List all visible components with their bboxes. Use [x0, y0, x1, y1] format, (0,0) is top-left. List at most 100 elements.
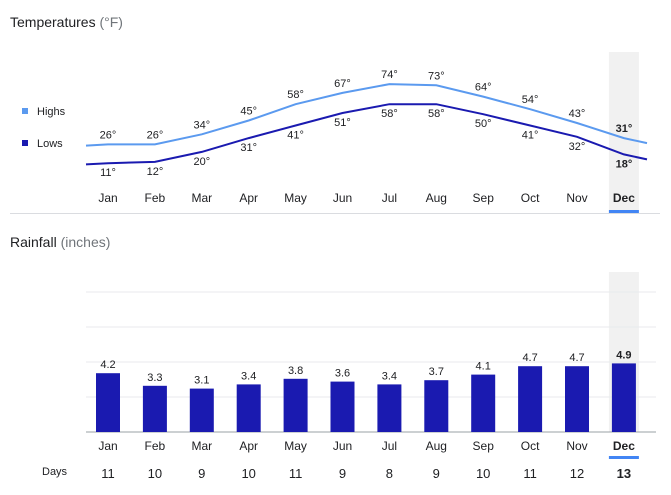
rain-month-tick-label: Dec — [613, 439, 635, 453]
highs-data-label: 43° — [569, 108, 586, 120]
rain-bar — [189, 388, 214, 432]
temp-month-tick-label: Aug — [426, 191, 447, 205]
legend-lows-label: Lows — [37, 138, 63, 150]
rain-data-label: 3.6 — [335, 368, 350, 380]
rain-data-label: 4.9 — [616, 349, 631, 361]
days-value: 10 — [476, 466, 490, 481]
rain-bar — [424, 380, 449, 432]
days-value: 9 — [433, 466, 440, 481]
temperatures-title: Temperatures (°F) — [10, 14, 123, 30]
days-value: 10 — [241, 466, 255, 481]
temperatures-title-text: Temperatures — [10, 14, 96, 30]
rain-data-label: 3.8 — [288, 365, 303, 377]
highs-data-label: 67° — [334, 78, 351, 90]
highs-data-label: 26° — [100, 129, 117, 141]
lows-data-label: 11° — [100, 167, 116, 179]
days-value: 10 — [148, 466, 162, 481]
lows-data-label: 18° — [616, 158, 633, 170]
legend-highs-swatch — [22, 108, 28, 114]
rain-bar — [611, 363, 636, 432]
rain-bar — [283, 378, 308, 432]
lows-data-label: 41° — [287, 130, 304, 142]
rain-bar — [330, 381, 355, 432]
rainfall-title: Rainfall (inches) — [10, 234, 110, 250]
legend-highs-label: Highs — [37, 106, 66, 118]
highs-data-label: 31° — [616, 123, 633, 135]
temp-month-tick-label: Jul — [382, 191, 397, 205]
rain-data-label: 3.4 — [241, 370, 256, 382]
highs-data-label: 54° — [522, 94, 539, 106]
temp-month-tick-label: Feb — [145, 191, 166, 205]
rain-bar — [96, 373, 120, 432]
temp-month-tick-label: Oct — [521, 191, 540, 205]
rain-data-label: 3.7 — [429, 366, 444, 378]
days-value: 9 — [198, 466, 205, 481]
rain-bar — [142, 385, 167, 432]
highs-data-label: 34° — [193, 119, 210, 131]
temp-highlight-column — [608, 52, 639, 210]
rain-bar — [377, 384, 402, 432]
rain-month-tick-label: Apr — [239, 439, 258, 453]
rain-month-tick-label: May — [284, 439, 307, 453]
temp-month-tick-label: Nov — [566, 191, 587, 205]
rain-selected-underline — [608, 456, 639, 459]
temp-month-tick-label: May — [284, 191, 307, 205]
rain-data-label: 4.7 — [569, 352, 584, 364]
rain-data-label: 4.1 — [476, 361, 491, 373]
lows-data-label: 12° — [147, 166, 164, 178]
lows-data-label: 41° — [522, 130, 539, 142]
days-value: 13 — [617, 466, 631, 481]
lows-data-label: 51° — [334, 117, 351, 129]
lows-data-label: 50° — [475, 118, 492, 130]
temperatures-unit: (°F) — [99, 14, 123, 30]
lows-data-label: 58° — [381, 108, 398, 120]
rain-data-label: 3.1 — [194, 375, 209, 387]
rain-month-tick-label: Oct — [521, 439, 540, 453]
section-divider — [10, 213, 660, 214]
lows-data-label: 31° — [240, 142, 257, 154]
rain-bar — [518, 366, 543, 432]
highs-series-line — [85, 83, 648, 147]
rain-month-tick-label: Aug — [426, 439, 447, 453]
days-value: 12 — [570, 466, 584, 481]
days-label: Days — [42, 466, 68, 478]
lows-series-line — [85, 103, 648, 166]
rain-data-label: 3.3 — [147, 372, 162, 384]
rain-bar — [471, 374, 496, 432]
rain-month-tick-label: Sep — [473, 439, 495, 453]
rain-month-tick-label: Nov — [566, 439, 587, 453]
temp-month-tick-label: Apr — [239, 191, 258, 205]
rain-data-label: 4.2 — [100, 359, 115, 371]
rainfall-unit: (inches) — [60, 234, 111, 250]
rain-month-tick-label: Mar — [191, 439, 212, 453]
lows-data-label: 32° — [569, 141, 586, 153]
temp-month-tick-label: Dec — [613, 191, 635, 205]
temp-selected-underline — [608, 210, 639, 213]
temp-month-tick-label: Jun — [333, 191, 352, 205]
days-value: 11 — [289, 466, 303, 481]
rain-data-label: 3.4 — [382, 370, 397, 382]
highs-data-label: 74° — [381, 69, 398, 81]
legend-lows-swatch — [22, 140, 28, 146]
rain-data-label: 4.7 — [522, 352, 537, 364]
highs-data-label: 73° — [428, 70, 445, 82]
rain-month-tick-label: Jul — [382, 439, 397, 453]
rainfall-title-text: Rainfall — [10, 234, 57, 250]
highs-data-label: 58° — [287, 89, 304, 101]
temp-month-tick-label: Jan — [98, 191, 117, 205]
days-value: 11 — [101, 466, 115, 481]
days-value: 8 — [386, 466, 393, 481]
rain-bar — [236, 384, 261, 432]
temp-month-tick-label: Sep — [473, 191, 495, 205]
lows-data-label: 58° — [428, 108, 445, 120]
rain-month-tick-label: Jun — [333, 439, 352, 453]
rain-month-tick-label: Feb — [145, 439, 166, 453]
lows-data-label: 20° — [193, 156, 210, 168]
highs-data-label: 45° — [240, 106, 257, 118]
days-value: 9 — [339, 466, 346, 481]
rain-month-tick-label: Jan — [98, 439, 117, 453]
temp-month-tick-label: Mar — [191, 191, 212, 205]
days-value: 11 — [523, 466, 537, 481]
highs-data-label: 64° — [475, 82, 492, 94]
